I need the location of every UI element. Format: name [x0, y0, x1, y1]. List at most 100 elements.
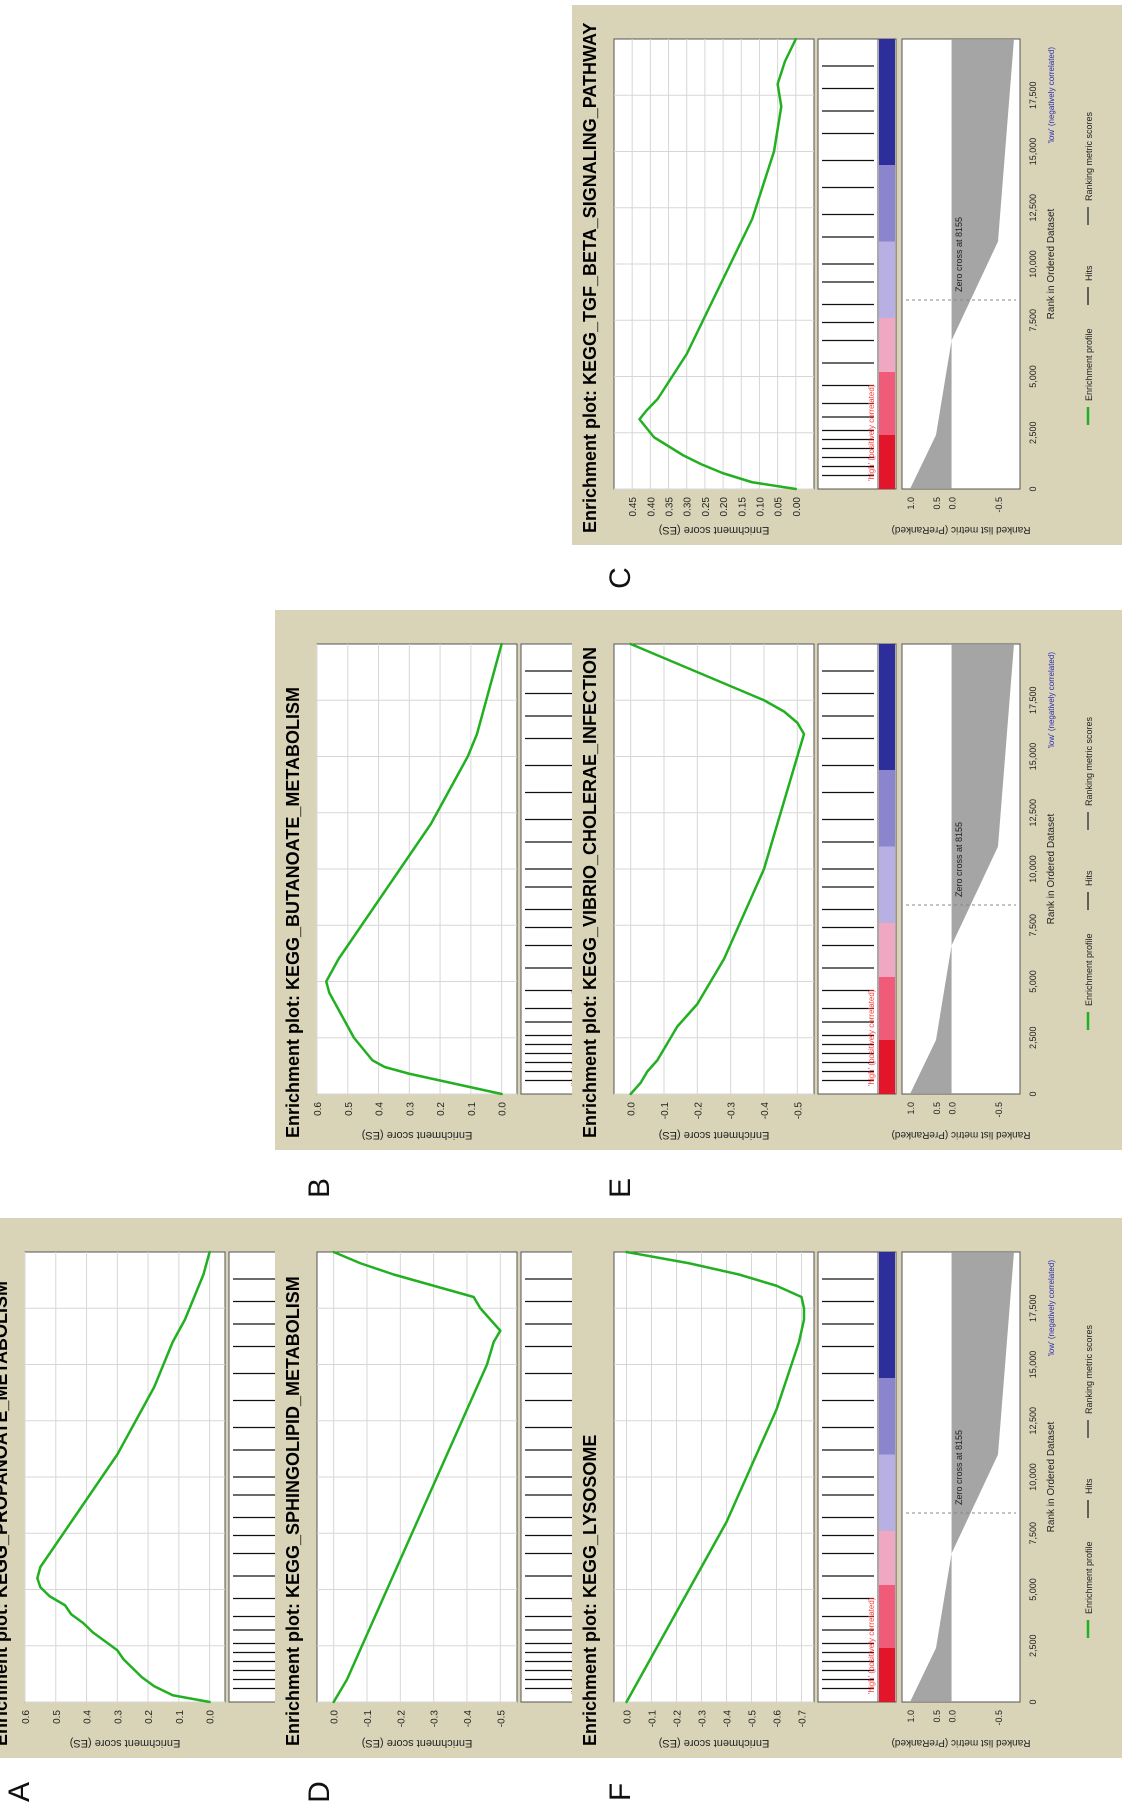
enrichment-profile-line	[629, 642, 806, 1096]
x-tick: 7,500	[1028, 914, 1038, 937]
es-y-tick: 0.3	[113, 1710, 124, 1724]
legend-label: Ranking metric scores	[1084, 111, 1094, 201]
panel-letter-F: F	[604, 1782, 637, 1802]
heatmap-band	[879, 241, 895, 318]
enrichment-profile-line	[332, 1250, 502, 1704]
metric-y-tick: 1.0	[906, 1102, 916, 1115]
es-y-tick: 0.0	[206, 1710, 217, 1724]
es-y-tick: 0.05	[774, 497, 785, 517]
es-y-tick: -0.5	[496, 1710, 507, 1728]
negative-class-label: 'low' (negatively correlated)	[1047, 1260, 1056, 1357]
heatmap-band	[879, 39, 895, 165]
metric-y-tick: -0.5	[994, 497, 1004, 513]
x-tick: 15,000	[1028, 1351, 1038, 1379]
es-y-axis-label: Enrichment score (ES)	[362, 1129, 473, 1141]
heatmap-band	[879, 435, 895, 489]
es-y-tick: -0.7	[798, 1710, 809, 1728]
x-tick: 2,500	[1028, 421, 1038, 444]
heatmap-band	[879, 1252, 895, 1378]
enrichment-profile-line	[625, 1250, 806, 1704]
es-y-tick: -0.1	[648, 1710, 659, 1728]
x-tick: 0	[1028, 486, 1038, 491]
es-y-tick: 0.40	[646, 497, 657, 517]
x-tick: 10,000	[1028, 1463, 1038, 1491]
panel-letter-A: A	[3, 1782, 36, 1803]
legend-label: Hits	[1084, 1478, 1094, 1494]
es-y-tick: -0.3	[430, 1710, 441, 1728]
metric-y-tick: 0.5	[932, 497, 942, 510]
es-y-axis-label: Enrichment score (ES)	[70, 1737, 181, 1749]
es-y-tick: 0.3	[405, 1102, 416, 1116]
x-tick: 7,500	[1028, 309, 1038, 332]
es-y-tick: 0.6	[313, 1102, 324, 1116]
x-tick: 10,000	[1028, 855, 1038, 883]
es-y-tick: 0.4	[375, 1102, 386, 1116]
zero-cross-label: Zero cross at 8155	[954, 217, 964, 292]
enrichment-profile-line	[324, 642, 503, 1096]
metric-y-tick: 0.0	[948, 497, 958, 510]
x-tick: 2,500	[1028, 1026, 1038, 1049]
es-y-axis-label: Enrichment score (ES)	[659, 1737, 770, 1749]
es-y-tick: 0.1	[467, 1102, 478, 1116]
positive-class-label: 'high' (positively correlated)	[867, 384, 876, 481]
heatmap-band	[879, 1648, 895, 1702]
ranking-metric-area	[910, 39, 1014, 489]
heatmap-band	[879, 1378, 895, 1455]
es-y-axis-label: Enrichment score (ES)	[659, 1129, 770, 1141]
heatmap-band	[879, 1531, 895, 1585]
legend-label: Enrichment profile	[1084, 328, 1094, 401]
heatmap-band	[879, 1454, 895, 1531]
es-y-tick: 0.2	[436, 1102, 447, 1116]
es-y-tick: 0.5	[344, 1102, 355, 1116]
es-y-tick: 0.20	[719, 497, 730, 517]
panel-title: Enrichment plot: KEGG_TGF_BETA_SIGNALING…	[580, 23, 600, 533]
es-y-axis-label: Enrichment score (ES)	[362, 1737, 473, 1749]
panel-title: Enrichment plot: KEGG_LYSOSOME	[580, 1435, 600, 1746]
legend-label: Ranking metric scores	[1084, 1324, 1094, 1414]
es-y-tick: -0.2	[396, 1710, 407, 1728]
panel-letter-B: B	[303, 1178, 336, 1199]
es-y-tick: 0.0	[627, 1102, 638, 1116]
heatmap-band	[879, 1040, 895, 1094]
metric-y-axis-label: Ranked list metric (PreRanked)	[892, 1129, 1031, 1140]
panel-title: Enrichment plot: KEGG_VIBRIO_CHOLERAE_IN…	[580, 647, 600, 1138]
metric-y-tick: 1.0	[906, 497, 916, 510]
x-tick: 5,000	[1028, 970, 1038, 993]
es-y-tick: 0.0	[330, 1710, 341, 1724]
x-tick: 15,000	[1028, 138, 1038, 166]
es-y-axis-label: Enrichment score (ES)	[659, 524, 770, 536]
negative-class-label: 'low' (negatively correlated)	[1047, 47, 1056, 144]
metric-y-tick: 0.5	[932, 1710, 942, 1723]
ranking-metric-area	[910, 644, 1014, 1094]
heatmap-band	[879, 977, 895, 1040]
es-y-tick: 0.1	[175, 1710, 186, 1724]
legend-label: Ranking metric scores	[1084, 716, 1094, 806]
metric-y-tick: -0.5	[994, 1710, 1004, 1726]
heatmap-band	[879, 923, 895, 977]
es-y-tick: 0.2	[144, 1710, 155, 1724]
heatmap-band	[879, 318, 895, 372]
x-tick: 5,000	[1028, 1578, 1038, 1601]
es-y-tick: -0.5	[793, 1102, 804, 1120]
panel-letter-E: E	[604, 1178, 637, 1199]
es-y-tick: 0.5	[52, 1710, 63, 1724]
metric-y-tick: 0.0	[948, 1102, 958, 1115]
es-y-tick: 0.10	[755, 497, 766, 517]
x-tick: 12,500	[1028, 1407, 1038, 1435]
x-tick: 17,500	[1028, 81, 1038, 109]
metric-y-axis-label: Ranked list metric (PreRanked)	[892, 524, 1031, 535]
es-y-tick: 0.15	[737, 497, 748, 517]
es-y-tick: -0.2	[673, 1710, 684, 1728]
es-y-tick: 0.35	[665, 497, 676, 517]
x-tick: 0	[1028, 1091, 1038, 1096]
x-tick: 17,500	[1028, 686, 1038, 714]
metric-y-tick: 0.5	[932, 1102, 942, 1115]
heatmap-band	[879, 1585, 895, 1648]
es-y-tick: 0.0	[498, 1102, 509, 1116]
enrichment-plot-F: Enrichment plot: KEGG_LYSOSOME 0.0 -0.1 -0.…	[572, 1218, 1122, 1758]
es-y-tick: -0.2	[693, 1102, 704, 1120]
es-y-tick: 0.6	[21, 1710, 32, 1724]
es-y-tick: 0.00	[792, 497, 803, 517]
enrichment-plot-C: Enrichment plot: KEGG_TGF_BETA_SIGNALING…	[572, 5, 1122, 545]
ranking-metric-area	[910, 1252, 1014, 1702]
